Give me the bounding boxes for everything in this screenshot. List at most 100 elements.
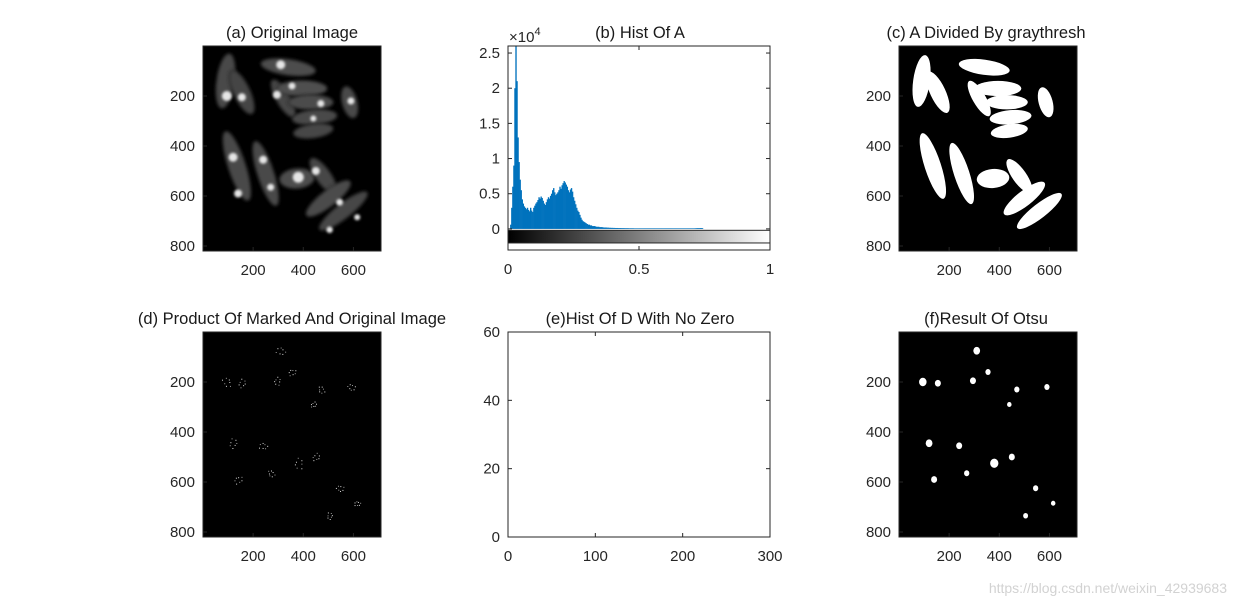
- hist-bar: [692, 228, 694, 229]
- cell-mask: [958, 58, 1010, 76]
- speckle-dot: [279, 381, 281, 383]
- panel-f-otsu-image: (f)Result Of Otsu 200 400 600 200 400 600 800: [866, 310, 1078, 565]
- speckle-dot: [295, 461, 297, 463]
- hist-bar: [578, 212, 580, 229]
- cell-mask: [1016, 192, 1062, 230]
- hist-bar: [590, 225, 593, 229]
- hist-bar: [543, 203, 545, 229]
- y-tick-label: 400: [866, 424, 891, 441]
- x-tick-label: 0.5: [629, 261, 650, 278]
- speckle-dot: [327, 517, 329, 519]
- hist-bar: [685, 228, 687, 229]
- speckle-dot: [271, 476, 273, 478]
- hist-bar: [593, 226, 596, 229]
- speckle-dot: [347, 386, 349, 388]
- otsu-spot: [919, 377, 927, 387]
- y-tick-label: 400: [170, 138, 195, 155]
- x-tick-label: 400: [291, 548, 316, 565]
- speckle-dot: [314, 401, 316, 403]
- hist-bar: [698, 228, 701, 229]
- hist-bar: [672, 228, 674, 229]
- speckle-dot: [301, 468, 303, 470]
- hist-bar: [534, 205, 536, 229]
- cell-mask: [985, 95, 1028, 110]
- hist-bar: [511, 207, 513, 229]
- speckle-dot: [238, 384, 240, 386]
- image-background: [203, 332, 381, 537]
- speckle-dot: [349, 384, 351, 386]
- x-tick-label: 200: [241, 548, 266, 565]
- hist-bar: [532, 212, 534, 229]
- nucleus-spot: [317, 100, 325, 107]
- hist-bar: [564, 182, 566, 229]
- hist-bar: [597, 226, 599, 229]
- hist-bar: [641, 228, 643, 229]
- hist-bar: [568, 192, 571, 229]
- y-tick-label: 600: [866, 188, 891, 205]
- speckle-dot: [234, 480, 236, 482]
- hist-bar: [688, 228, 690, 229]
- speckle-dot: [282, 349, 284, 351]
- panel-b-histogram: (b) Hist Of A ×104 0 0.5 1 0 0.5 1 1.5 2 2.5: [479, 24, 774, 278]
- nucleus-spot: [221, 91, 232, 101]
- hist-bar: [632, 228, 635, 229]
- speckle-dot: [235, 439, 237, 441]
- panel-c-title: (c) A Divided By graythresh: [887, 24, 1086, 42]
- hist-bar: [689, 228, 691, 229]
- y-tick-label: 1.5: [479, 115, 500, 132]
- cell: [276, 79, 328, 98]
- speckle-dot: [358, 504, 360, 506]
- hist-bar: [549, 195, 552, 229]
- hist-bar: [516, 81, 518, 229]
- speckle-dot: [267, 445, 269, 447]
- nucleus-spot: [288, 82, 296, 90]
- panel-a-frame: [202, 45, 382, 252]
- speckle-dot: [343, 486, 345, 488]
- hist-bar: [637, 228, 640, 229]
- hist-bar: [646, 228, 648, 229]
- speckle-dot: [285, 351, 287, 353]
- y-tick-label: 600: [170, 474, 195, 491]
- speckle-dot: [268, 470, 270, 472]
- hist-bar: [611, 227, 614, 229]
- hist-bar: [652, 228, 654, 229]
- speckle-dot: [275, 379, 277, 381]
- speckle-dot: [330, 512, 332, 514]
- hist-bar: [592, 226, 595, 229]
- cell: [228, 69, 256, 115]
- hist-bar: [683, 228, 685, 229]
- hist-bar: [548, 198, 551, 229]
- hist-bar: [565, 184, 567, 229]
- speckle-dot: [258, 447, 260, 449]
- otsu-spot: [964, 470, 970, 477]
- hist-bar: [566, 186, 569, 229]
- hist-bar: [544, 204, 547, 229]
- hist-bar: [695, 228, 697, 229]
- x-tick-label: 100: [583, 548, 608, 565]
- hist-bar: [579, 214, 581, 229]
- speckle-dot: [351, 385, 353, 387]
- hist-bar: [547, 197, 550, 229]
- y-tick-label: 400: [866, 138, 891, 155]
- hist-bar: [650, 228, 652, 229]
- panel-a-image: [203, 46, 381, 251]
- cell: [260, 57, 317, 77]
- cell-mask: [926, 71, 950, 113]
- hist-bar: [581, 219, 583, 229]
- speckle-dot: [310, 404, 312, 406]
- speckle-dot: [221, 379, 223, 381]
- cell-mask: [976, 168, 1010, 189]
- hist-bar: [623, 228, 625, 229]
- speckle-dot: [337, 485, 339, 487]
- x-tick-label: 600: [1037, 262, 1062, 279]
- speckle-dot: [265, 448, 267, 450]
- speckle-dot: [240, 387, 242, 389]
- hist-bar: [654, 228, 657, 229]
- speckle-dot: [295, 370, 297, 372]
- otsu-spot: [934, 379, 941, 387]
- hist-bar: [651, 228, 653, 229]
- speckle-dot: [353, 389, 355, 391]
- speckle-dot: [234, 444, 236, 446]
- y-tick-label: 800: [170, 238, 195, 255]
- speckle-dot: [262, 442, 264, 444]
